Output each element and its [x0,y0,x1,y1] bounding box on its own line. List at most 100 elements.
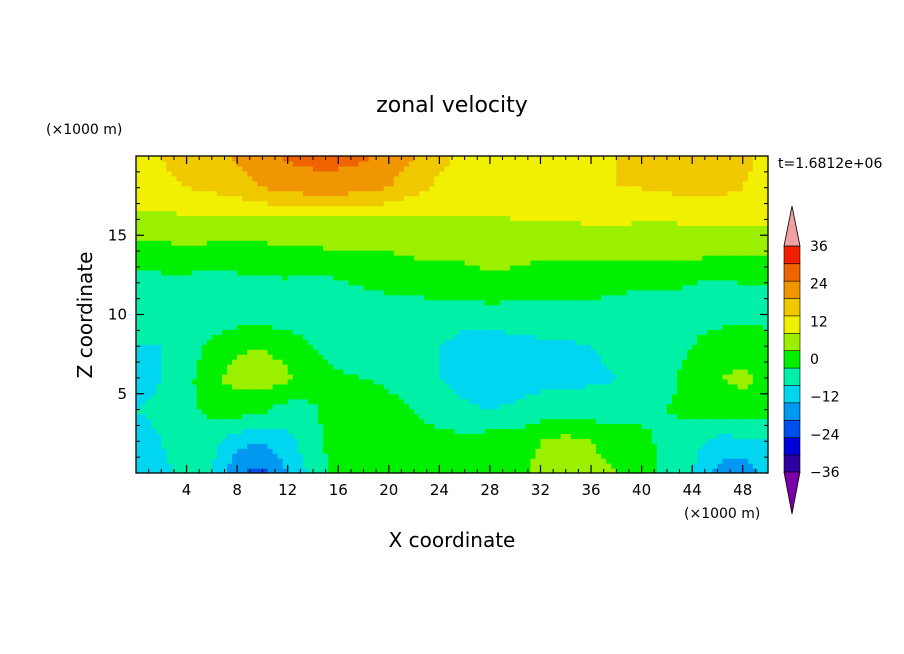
contour-cell [343,453,349,459]
contour-cell [221,349,228,355]
contour-cell [606,344,612,350]
contour-cell [388,344,395,350]
contour-cell [262,368,269,375]
contour-cell [606,428,612,434]
contour-cell [434,413,440,420]
contour-cell [494,334,501,340]
contour-cell [580,329,587,335]
contour-cell [737,468,744,473]
contour-cell [737,418,744,425]
contour-cell [671,289,678,296]
contour-cell [176,448,183,454]
contour-cell [343,418,349,425]
contour-cell [555,344,562,350]
contour-cell [171,398,178,405]
contour-cell [338,349,344,355]
contour-cell [312,408,319,415]
contour-cell [227,344,233,350]
contour-cell [575,388,582,395]
contour-cell [312,463,319,469]
contour-cell [146,299,152,306]
contour-cell [464,284,471,291]
contour-cell [141,309,147,316]
contour-cell [383,438,390,444]
contour-cell [312,398,319,405]
contour-cell [489,433,496,439]
contour-cell [252,324,258,330]
contour-cell [191,453,198,459]
contour-cell [272,304,279,311]
contour-cell [257,398,263,405]
contour-cell [247,403,253,410]
contour-cell [479,388,486,395]
contour-cell [479,364,486,370]
contour-cell [181,289,188,296]
contour-cell [398,458,405,464]
contour-cell [191,433,198,439]
contour-cell [464,418,471,425]
contour-cell [348,364,355,370]
contour-cell [580,324,587,330]
contour-cell [591,309,597,316]
contour-cell [702,388,708,395]
contour-cell [727,418,734,425]
contour-cell [247,344,253,350]
contour-cell [307,378,314,385]
contour-cell [732,354,739,360]
contour-cell [510,413,516,420]
contour-cell [737,368,744,375]
contour-cell [459,463,466,469]
contour-cell [580,274,587,281]
contour-cell [535,354,542,360]
contour-cell [515,453,521,459]
contour-cell [232,274,238,281]
contour-cell [727,324,734,330]
contour-cell [515,299,521,306]
contour-cell [247,339,253,345]
contour-cell [621,354,628,360]
contour-cell [717,383,724,390]
contour-cell [752,458,759,464]
contour-cell [368,458,375,464]
contour-cell [601,284,607,291]
contour-cell [722,423,729,430]
contour-cell [555,448,562,454]
contour-cell [146,373,152,380]
contour-cell [535,468,542,473]
contour-cell [459,364,466,370]
contour-cell [555,438,562,444]
contour-cell [227,378,233,385]
contour-cell [479,438,486,444]
contour-cell [232,413,238,420]
contour-cell [606,354,612,360]
contour-cell [257,289,263,296]
contour-cell [646,344,653,350]
contour-cell [641,319,648,325]
contour-cell [742,289,749,296]
contour-cell [505,393,511,400]
contour-cell [555,443,562,449]
contour-cell [262,304,269,311]
contour-cell [697,408,703,415]
contour-cell [297,433,304,439]
contour-cell [247,329,253,335]
contour-cell [161,388,167,395]
contour-cell [464,408,471,415]
contour-cell [221,393,228,400]
contour-cell [216,383,223,390]
contour-cell [368,314,375,321]
contour-cell [333,378,339,385]
contour-cell [328,339,334,345]
contour-cell [550,304,557,311]
contour-cell [474,383,481,390]
contour-cell [262,448,269,454]
contour-cell [454,433,461,439]
contour-cell [201,418,208,425]
contour-cell [302,413,309,420]
contour-cell [232,463,238,469]
contour-cell [469,468,476,473]
contour-cell [505,349,511,355]
contour-cell [732,403,739,410]
contour-cell [368,299,375,306]
contour-cell [242,339,248,345]
